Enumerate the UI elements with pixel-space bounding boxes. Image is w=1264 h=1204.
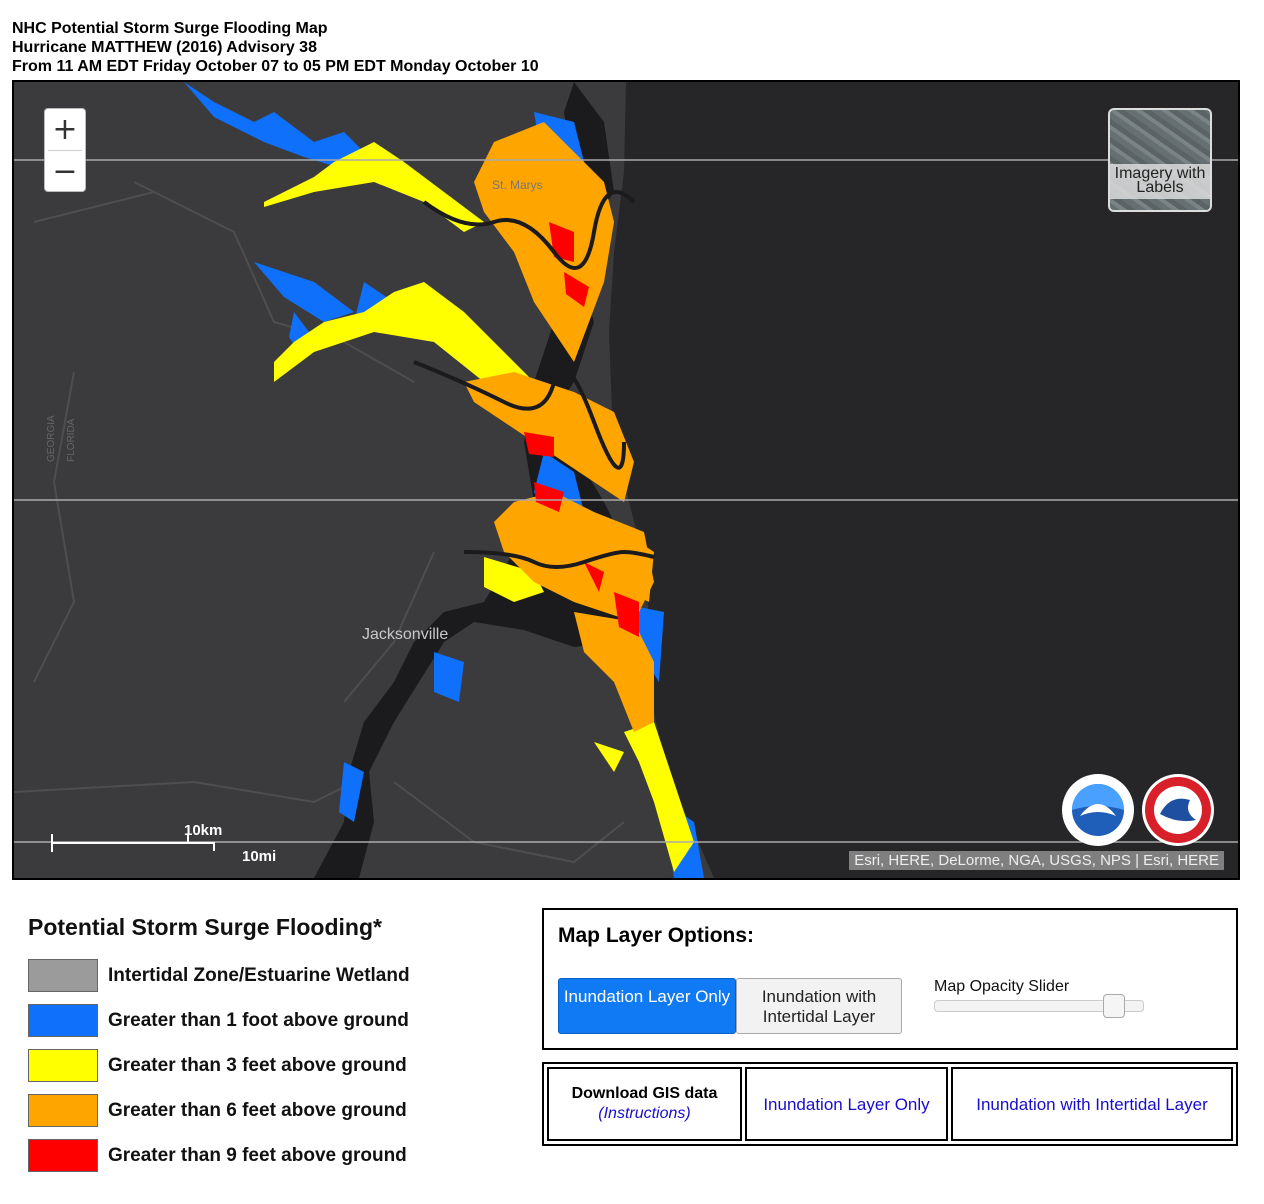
download-gis-cell: Download GIS data (Instructions) bbox=[547, 1067, 742, 1141]
map-title: NHC Potential Storm Surge Flooding Map bbox=[12, 20, 328, 37]
download-intertidal-cell: Inundation with Intertidal Layer bbox=[951, 1067, 1233, 1141]
inundation-with-intertidal-button[interactable]: Inundation with Intertidal Layer bbox=[736, 978, 902, 1034]
agency-logos bbox=[1060, 772, 1220, 848]
scale-bar: 10km 10mi bbox=[49, 822, 276, 865]
download-inundation-only-link[interactable]: Inundation Layer Only bbox=[763, 1095, 930, 1114]
download-gis-panel: Download GIS data (Instructions) Inundat… bbox=[542, 1062, 1238, 1146]
scale-tick bbox=[187, 834, 189, 843]
legend-swatch bbox=[28, 1004, 98, 1037]
scale-km-label: 10km bbox=[184, 822, 223, 839]
download-inundation-cell: Inundation Layer Only bbox=[745, 1067, 948, 1141]
opacity-slider-track[interactable] bbox=[934, 1000, 1144, 1012]
page-header: NHC Potential Storm Surge Flooding Map H… bbox=[12, 19, 539, 76]
basemap-toggle-button[interactable]: Imagery with Labels bbox=[1108, 108, 1212, 212]
zoom-in-button[interactable]: + bbox=[45, 109, 85, 150]
legend-label: Greater than 1 foot above ground bbox=[108, 1010, 409, 1031]
legend-swatch bbox=[28, 1094, 98, 1127]
town-label-st-marys: St. Marys bbox=[492, 178, 543, 192]
legend-label: Intertidal Zone/Estuarine Wetland bbox=[108, 965, 410, 986]
map-canvas[interactable]: Jacksonville St. Marys GEORGIA FLORIDA bbox=[14, 82, 1238, 878]
valid-time-range: From 11 AM EDT Friday October 07 to 05 P… bbox=[12, 58, 539, 75]
legend-swatch bbox=[28, 1049, 98, 1082]
legend-label: Greater than 9 feet above ground bbox=[108, 1145, 407, 1166]
river-channels bbox=[413, 190, 655, 569]
map-layer-options: Map Layer Options: Inundation Layer Only… bbox=[542, 908, 1238, 1050]
legend-swatch bbox=[28, 1139, 98, 1172]
state-label-georgia: GEORGIA bbox=[46, 415, 57, 462]
legend-label: Greater than 6 feet above ground bbox=[108, 1100, 407, 1121]
surge-map[interactable]: Jacksonville St. Marys GEORGIA FLORIDA +… bbox=[12, 80, 1240, 880]
scale-tick bbox=[51, 834, 53, 852]
zoom-out-button[interactable]: − bbox=[45, 151, 85, 192]
legend-swatch bbox=[28, 959, 98, 992]
opacity-slider-handle[interactable] bbox=[1103, 994, 1126, 1018]
inundation-layer-only-button[interactable]: Inundation Layer Only bbox=[558, 978, 736, 1034]
city-label-jacksonville: Jacksonville bbox=[362, 626, 448, 643]
map-attribution: Esri, HERE, DeLorme, NGA, USGS, NPS | Es… bbox=[849, 851, 1224, 870]
storm-advisory: Hurricane MATTHEW (2016) Advisory 38 bbox=[12, 39, 317, 56]
scale-tick bbox=[213, 842, 215, 851]
opacity-slider-label: Map Opacity Slider bbox=[934, 978, 1070, 995]
legend-label: Greater than 3 feet above ground bbox=[108, 1055, 407, 1076]
legend-title: Potential Storm Surge Flooding* bbox=[28, 914, 382, 940]
options-title: Map Layer Options: bbox=[558, 924, 755, 947]
noaa-logo bbox=[1062, 774, 1134, 846]
zoom-divider bbox=[48, 150, 82, 151]
basemap-label: Imagery with Labels bbox=[1110, 164, 1210, 199]
county-boundaries bbox=[14, 181, 625, 864]
scale-line bbox=[51, 842, 215, 844]
download-gis-title: Download GIS data bbox=[571, 1085, 718, 1102]
surge-9ft-areas bbox=[524, 222, 639, 637]
zoom-control: + − bbox=[44, 108, 86, 192]
instructions-link[interactable]: (Instructions) bbox=[598, 1105, 691, 1122]
graticule bbox=[14, 159, 1238, 843]
state-label-florida: FLORIDA bbox=[66, 418, 77, 462]
download-inundation-intertidal-link[interactable]: Inundation with Intertidal Layer bbox=[976, 1095, 1208, 1114]
ocean bbox=[609, 82, 1238, 878]
scale-mi-label: 10mi bbox=[242, 848, 277, 865]
national-weather-service-logo bbox=[1142, 774, 1214, 846]
